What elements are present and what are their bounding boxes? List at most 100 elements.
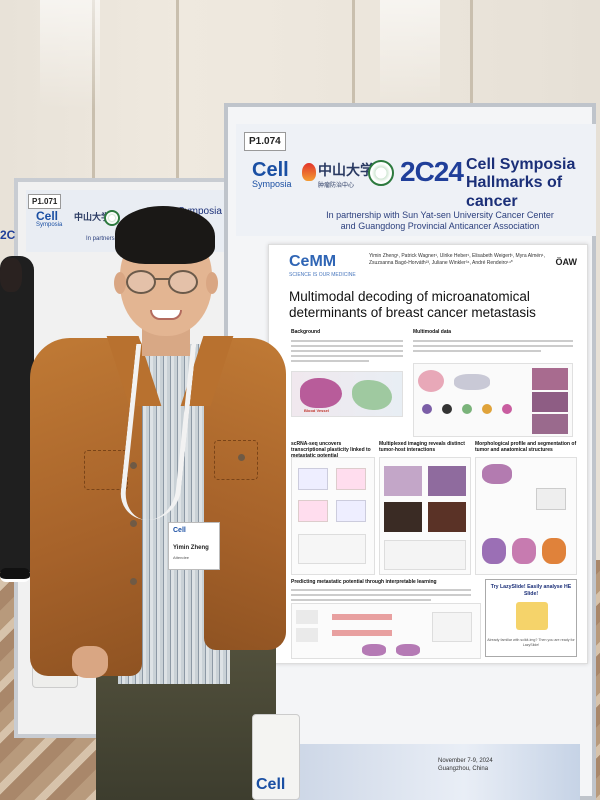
figure-tile (384, 502, 422, 532)
figure-tile (298, 534, 366, 564)
figure-tile (482, 464, 512, 484)
bystander-head (0, 258, 22, 292)
multiplexed-figure (379, 457, 471, 575)
predicting-figure (291, 603, 481, 659)
ceiling-light (380, 0, 440, 110)
person-hand (72, 646, 108, 678)
multimodal-figure (413, 363, 573, 437)
figure-tile (532, 368, 568, 390)
flame-logo-icon (302, 163, 316, 181)
jacket-pocket (84, 450, 128, 490)
morphology-figure (475, 457, 577, 575)
symposia-title-left: Symposia (178, 206, 222, 217)
figure-tile (332, 614, 392, 620)
person-smile (150, 310, 182, 320)
bystander-shoe (0, 568, 30, 582)
background-figure: Blood Vessel (291, 371, 403, 417)
figure-tile (536, 488, 566, 510)
tissue-blob (300, 378, 342, 408)
poster-title: Multimodal decoding of microanatomical d… (289, 289, 536, 321)
figure-tile (298, 500, 328, 522)
figure-tile (502, 404, 512, 414)
jacket-pocket (214, 440, 258, 480)
person-hair (115, 206, 215, 264)
figure-tile (418, 370, 444, 392)
glasses-bridge (155, 278, 169, 280)
partnership-line2: and Guangdong Provincial Anticancer Asso… (340, 221, 540, 232)
section-background-body (291, 337, 403, 365)
figure-tile (296, 610, 318, 624)
cell-logo-sub: Symposia (36, 222, 63, 228)
partner-text-left: In partnersh (86, 236, 119, 242)
rnaseq-figure (291, 457, 375, 575)
cemm-tagline: SCIENCE IS OUR MEDICINE (289, 272, 356, 278)
figure-tile (396, 644, 420, 656)
section-multimodal-body (413, 337, 573, 355)
cemm-logo: CeMM SCIENCE IS OUR MEDICINE (289, 253, 356, 278)
poster-authors: Yimin Zheng¹, Patrick Wagner¹, Ulrike He… (369, 253, 545, 266)
research-poster: CeMM SCIENCE IS OUR MEDICINE Yimin Zheng… (268, 244, 588, 664)
sysu-emblem-icon (104, 210, 120, 226)
sysu-emblem-icon (368, 160, 394, 186)
figure-tile (542, 538, 566, 564)
figure-tile (332, 630, 392, 636)
section-morphology-heading: Morphological profile and segmentation o… (475, 441, 577, 453)
jacket-button (130, 462, 137, 469)
section-predicting-body (291, 586, 491, 604)
partnership-line1: In partnership with Sun Yat-sen Universi… (326, 210, 554, 220)
figure-tile (298, 468, 328, 490)
section-predicting-heading: Predicting metastatic potential through … (291, 579, 437, 585)
glasses-lens-icon (126, 270, 156, 294)
year-logo-left: 2C (0, 228, 16, 242)
symposia-title-line2: Hallmarks of cancer (466, 174, 563, 210)
cell-logo-main: Cell Symposia (252, 160, 292, 189)
figure-tile (482, 538, 506, 564)
bystander-person (0, 256, 34, 572)
person-ear (114, 272, 126, 294)
sysu-sub: 肿瘤防治中心 (318, 183, 355, 189)
lazyslide-logo-icon (516, 602, 548, 630)
figure-tile (362, 644, 386, 656)
person-jacket-left (30, 338, 142, 676)
partnership-text: In partnership with Sun Yat-sen Universi… (290, 210, 590, 233)
jacket-button (130, 578, 137, 585)
tissue-blob (352, 380, 392, 410)
section-multimodal-heading: Multimodal data (413, 329, 452, 335)
figure-tile (296, 628, 318, 642)
figure-tile (428, 466, 466, 496)
section-background-heading: Background (291, 329, 321, 335)
badge-logo: Cell (173, 527, 186, 534)
figure-tile (482, 404, 492, 414)
lazyslide-callout: Try LazySlide! Easily analyse HE Slide! … (485, 579, 577, 657)
figure-tile (442, 404, 452, 414)
lazyslide-title: Try LazySlide! Easily analyse HE Slide! (490, 584, 572, 597)
person-ear (206, 272, 218, 294)
section-rnaseq-heading: scRNA-seq uncovers transcriptional plast… (291, 441, 371, 459)
footer-date: November 7-9, 2024 (438, 758, 493, 764)
footer-place: Guangzhou, China (438, 765, 489, 772)
wall-panel-seam (176, 0, 179, 200)
cell-logo-word: Cell (36, 209, 59, 223)
board-footer-text: November 7-9, 2024 Guangzhou, China (438, 758, 493, 774)
year-logo: 2C24 (400, 156, 464, 187)
symposia-title: Cell Symposia Hallmarks of cancer (466, 156, 600, 211)
jacket-button (238, 454, 245, 461)
poster-number-left: P1.071 (28, 194, 62, 209)
wall-panel-seam (352, 0, 355, 200)
blood-vessel-label: Blood Vessel (304, 408, 329, 413)
figure-tile (384, 466, 422, 496)
cell-logo-left: Cell Symposia (36, 210, 62, 228)
badge-role: Attendee (173, 555, 190, 560)
figure-tile (384, 540, 466, 570)
tote-bag-logo: Cell (256, 776, 286, 793)
ceiling-light (40, 0, 100, 110)
board-footer-skyline (290, 744, 580, 800)
figure-tile (512, 538, 536, 564)
person-jacket-right (204, 338, 286, 650)
sysu-logo-left: 中山大学 (74, 212, 111, 222)
figure-tile (428, 502, 466, 532)
figure-tile (532, 392, 568, 412)
cemm-logo-word: CeMM (289, 253, 337, 270)
cell-logo-sub: Symposia (252, 179, 292, 189)
board-banner-main (236, 124, 596, 236)
